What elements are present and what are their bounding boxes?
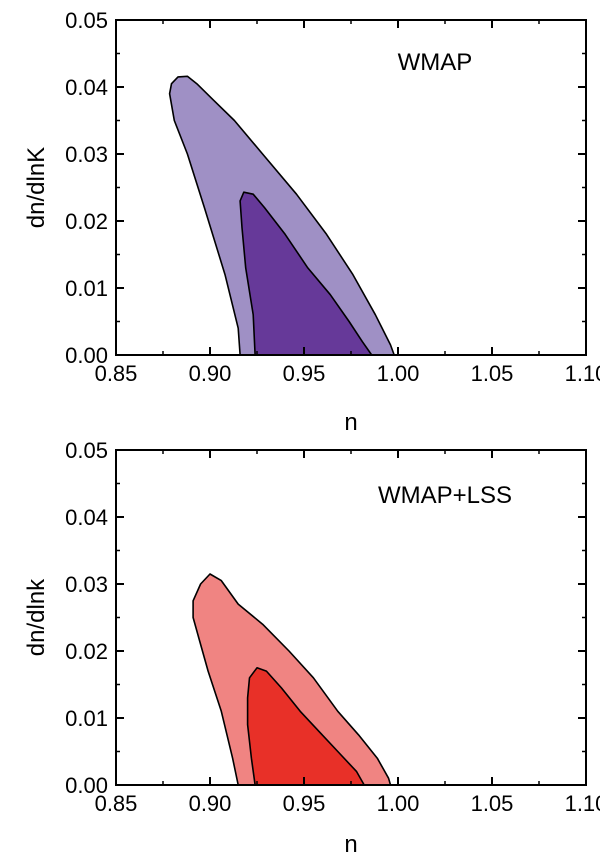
- y-tick-label: 0.04: [65, 75, 108, 100]
- contour-inner: [239, 191, 373, 356]
- y-tick-label: 0.03: [65, 142, 108, 167]
- x-tick-label: 0.95: [283, 791, 326, 816]
- y-tick-label: 0.00: [65, 773, 108, 798]
- y-tick-label: 0.04: [65, 505, 108, 530]
- y-tick-label: 0.02: [65, 209, 108, 234]
- x-axis-label: n: [344, 831, 357, 858]
- chart-annotation: WMAP: [398, 49, 473, 76]
- contour-outer: [168, 75, 395, 356]
- x-tick-label: 0.90: [189, 791, 232, 816]
- x-tick-label: 1.00: [377, 791, 420, 816]
- contour-outer: [192, 573, 392, 786]
- chart-panel-wmap-lss: 0.85 0.90 0.95 1.00 1.05 1.10 0.00 0.01 0.02 0.03…: [23, 438, 600, 858]
- chart-annotation: WMAP+LSS: [378, 482, 512, 509]
- x-tick-label: 1.00: [377, 361, 420, 386]
- y-tick-label: 0.01: [65, 706, 108, 731]
- y-tick-label: 0.00: [65, 343, 108, 368]
- x-tick-label: 0.85: [95, 791, 138, 816]
- y-tick-label: 0.03: [65, 572, 108, 597]
- y-tick-label: 0.05: [65, 438, 108, 463]
- y-axis-label: dn/dlnK: [23, 147, 50, 228]
- y-tick-label: 0.02: [65, 639, 108, 664]
- x-tick-label: 0.85: [95, 361, 138, 386]
- x-tick-label: 1.10: [565, 791, 600, 816]
- x-tick-label: 1.10: [565, 361, 600, 386]
- x-tick-label: 0.95: [283, 361, 326, 386]
- y-tick-label: 0.01: [65, 276, 108, 301]
- y-tick-label: 0.05: [65, 8, 108, 33]
- x-axis-label: n: [344, 409, 357, 436]
- x-tick-label: 1.05: [471, 791, 514, 816]
- chart-panel-wmap: 0.85 0.90 0.95 1.00 1.05 1.10 0.00 0.01 0.02 0.03…: [23, 8, 600, 436]
- x-tick-label: 0.90: [189, 361, 232, 386]
- contour-inner: [246, 667, 365, 786]
- x-tick-label: 1.05: [471, 361, 514, 386]
- y-axis-label: dn/dlnk: [23, 578, 50, 656]
